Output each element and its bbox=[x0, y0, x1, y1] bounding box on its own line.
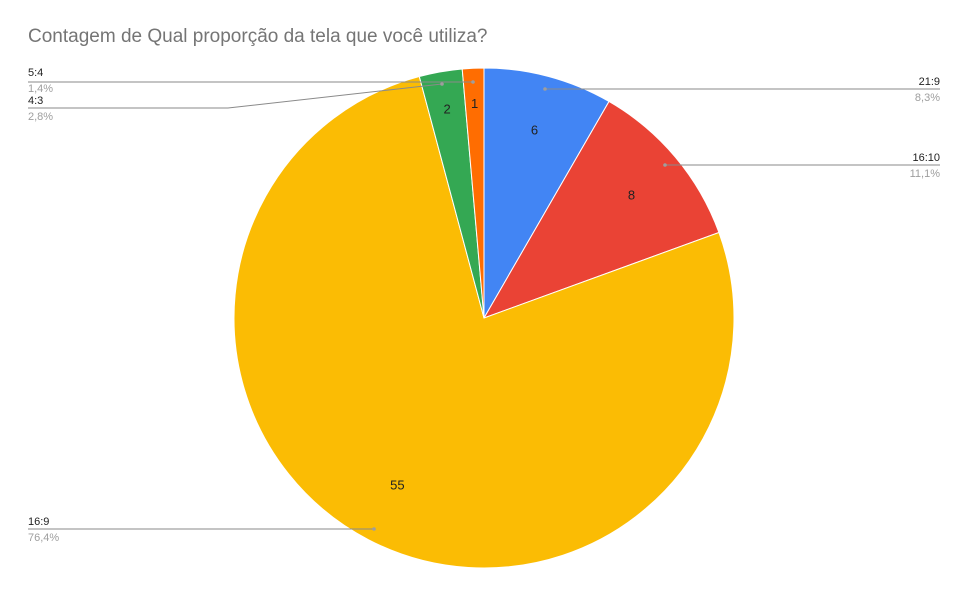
slice-value-5-4: 1 bbox=[471, 96, 478, 111]
callout-label-5-4: 5:4 bbox=[28, 67, 43, 79]
callout-label-16-10: 16:10 bbox=[912, 152, 940, 164]
pie-slice-16-9 bbox=[233, 75, 735, 569]
slice-value-16-10: 8 bbox=[628, 187, 635, 202]
callout-label-16-9: 16:9 bbox=[28, 516, 49, 528]
callout-percent-16-9: 76,4% bbox=[28, 532, 59, 544]
callout-dot-5-4 bbox=[471, 80, 475, 84]
callout-line-4-3 bbox=[28, 83, 443, 109]
callout-dot-16-9 bbox=[372, 527, 376, 531]
pie-slice-5-4 bbox=[461, 67, 485, 319]
callout-dot-4-3 bbox=[440, 82, 444, 86]
callout-label-21-9: 21:9 bbox=[919, 76, 940, 88]
slice-value-16-9: 55 bbox=[390, 477, 404, 492]
chart-title: Contagem de Qual proporção da tela que v… bbox=[28, 26, 488, 47]
callout-percent-21-9: 8,3% bbox=[915, 92, 940, 104]
callout-dot-16-10 bbox=[663, 163, 667, 167]
pie-slice-16-10 bbox=[482, 100, 720, 319]
callout-label-4-3: 4:3 bbox=[28, 95, 43, 107]
pie-slice-21-9 bbox=[483, 67, 610, 320]
callout-percent-5-4: 1,4% bbox=[28, 83, 53, 95]
slice-value-21-9: 6 bbox=[531, 123, 538, 138]
callout-percent-4-3: 2,8% bbox=[28, 111, 53, 123]
callout-dot-21-9 bbox=[543, 87, 547, 91]
slice-value-4-3: 2 bbox=[443, 102, 450, 117]
callout-percent-16-10: 11,1% bbox=[910, 168, 941, 180]
